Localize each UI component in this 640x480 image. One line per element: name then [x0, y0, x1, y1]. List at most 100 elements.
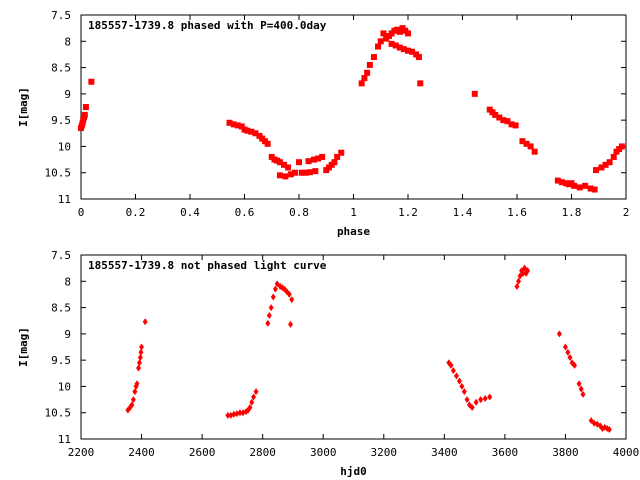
- data-point: [287, 171, 294, 178]
- y-tick-labels: 7.5 8 8.5 9 9.5 10 10.5 11: [45, 9, 72, 206]
- y-tick-label: 10: [58, 140, 71, 153]
- data-point: [593, 167, 600, 174]
- x-tick-label: 3600: [492, 446, 519, 459]
- data-point: [138, 348, 144, 356]
- data-point: [504, 118, 511, 125]
- data-point: [375, 43, 382, 50]
- data-point: [571, 182, 578, 189]
- x-tick-label: 2800: [249, 446, 276, 459]
- data-point: [306, 169, 313, 176]
- plot-title: 185557-1739.8 not phased light curve: [88, 259, 327, 272]
- data-point: [562, 343, 568, 351]
- data-point: [523, 140, 530, 147]
- data-point: [602, 161, 609, 168]
- data-point: [139, 343, 145, 351]
- data-point: [265, 319, 271, 327]
- data-point: [281, 161, 288, 168]
- data-point: [319, 153, 326, 160]
- y-axis-label: I[mag]: [17, 87, 30, 127]
- plot-title: 185557-1739.8 phased with P=400.0day: [88, 19, 327, 32]
- data-point: [282, 173, 289, 180]
- data-point: [237, 409, 243, 417]
- data-point: [252, 130, 259, 137]
- data-point: [298, 169, 305, 176]
- data-point: [312, 168, 319, 175]
- data-point: [492, 111, 499, 118]
- data-point: [496, 114, 503, 121]
- data-point: [487, 393, 493, 401]
- data-point: [136, 359, 142, 367]
- data-points: [78, 25, 625, 193]
- data-point: [276, 172, 283, 179]
- data-point: [225, 411, 231, 419]
- data-point: [578, 385, 584, 393]
- y-tick-label: 9.5: [51, 114, 71, 127]
- x-tick-label: 3400: [431, 446, 458, 459]
- data-point: [461, 388, 467, 396]
- data-point: [500, 117, 507, 124]
- y-tick-label: 10.5: [45, 407, 72, 420]
- data-point: [338, 149, 345, 156]
- data-point: [137, 354, 143, 362]
- data-point: [266, 311, 272, 319]
- data-point: [358, 80, 365, 87]
- x-tick-label: 1: [350, 206, 357, 219]
- data-point: [576, 380, 582, 388]
- data-point: [448, 361, 454, 369]
- data-point: [478, 396, 484, 404]
- data-point: [134, 380, 140, 388]
- data-point: [482, 395, 488, 403]
- data-point: [289, 296, 295, 304]
- data-point: [247, 403, 253, 411]
- data-point: [302, 169, 309, 176]
- data-point: [288, 320, 294, 328]
- data-point: [377, 38, 384, 45]
- y-tick-label: 9: [64, 328, 71, 341]
- phased-light-curve-panel: 0 0.2 0.4 0.6 0.8 1 1.2 1.4 1.6 1.8 2 7.5 8 8.5 9 9.5 1…: [17, 9, 629, 238]
- data-point: [508, 121, 515, 128]
- y-tick-label: 8.5: [51, 302, 71, 315]
- x-axis-label: phase: [337, 225, 370, 238]
- x-tick-label: 1.4: [453, 206, 473, 219]
- data-point: [618, 143, 625, 150]
- data-point: [305, 158, 312, 165]
- data-point: [315, 155, 322, 162]
- x-axis-label: hjd0: [340, 465, 367, 478]
- y-tick-label: 8: [64, 35, 71, 48]
- x-tick-labels: 0 0.2 0.4 0.6 0.8 1 1.2 1.4 1.6 1.8 2: [78, 206, 630, 219]
- data-point: [331, 159, 338, 166]
- data-point: [587, 185, 594, 192]
- data-point: [88, 78, 95, 85]
- data-point: [516, 277, 522, 285]
- data-point: [291, 169, 298, 176]
- data-point: [556, 330, 562, 338]
- data-point: [234, 122, 241, 129]
- y-tick-label: 11: [58, 193, 71, 206]
- data-point: [388, 40, 395, 47]
- data-point: [456, 377, 462, 385]
- y-tick-labels: 7.5 8 8.5 9 9.5 10 10.5 11: [45, 249, 72, 446]
- data-point: [231, 410, 237, 418]
- data-point: [567, 354, 573, 362]
- data-point: [514, 283, 520, 291]
- x-tick-label: 0.6: [235, 206, 255, 219]
- data-point: [129, 401, 135, 409]
- data-point: [272, 285, 278, 293]
- data-point: [396, 28, 403, 35]
- data-point: [576, 184, 583, 191]
- data-point: [606, 426, 612, 434]
- data-point: [527, 143, 534, 150]
- y-axis-label: I[mag]: [17, 327, 30, 367]
- data-point: [572, 361, 578, 369]
- data-point: [286, 290, 292, 298]
- x-tick-label: 0.8: [289, 206, 309, 219]
- y-tick-label: 8.5: [51, 62, 71, 75]
- data-point: [405, 47, 411, 54]
- data-point: [450, 367, 456, 375]
- x-tick-label: 1.6: [507, 206, 527, 219]
- data-point: [471, 90, 478, 97]
- data-point: [268, 304, 274, 312]
- data-point: [249, 398, 255, 406]
- data-point: [469, 403, 475, 411]
- x-tick-label: 3200: [371, 446, 398, 459]
